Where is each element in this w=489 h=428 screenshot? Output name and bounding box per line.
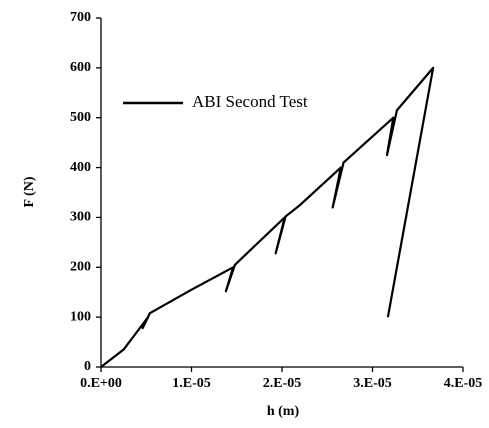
x-tick-label: 2.E-05 [263,376,302,391]
y-tick-label: 0 [84,359,91,374]
y-tick-label: 100 [70,309,91,324]
y-tick-label: 600 [70,60,91,75]
y-axis-label: F (N) [22,176,37,207]
legend-label: ABI Second Test [192,92,308,111]
x-tick-label: 3.E-05 [353,376,392,391]
x-tick-label: 1.E-05 [172,376,211,391]
x-tick-label: 4.E-05 [444,376,483,391]
data-line [100,66,435,368]
y-tick-label: 500 [70,110,91,125]
x-tick-label: 0.E+00 [80,376,122,391]
x-axis-label: h (m) [267,404,300,419]
y-tick-label: 400 [70,160,91,175]
y-tick-label: 200 [70,260,91,275]
y-tick-label: 300 [70,210,91,225]
y-tick-label: 700 [70,10,91,25]
